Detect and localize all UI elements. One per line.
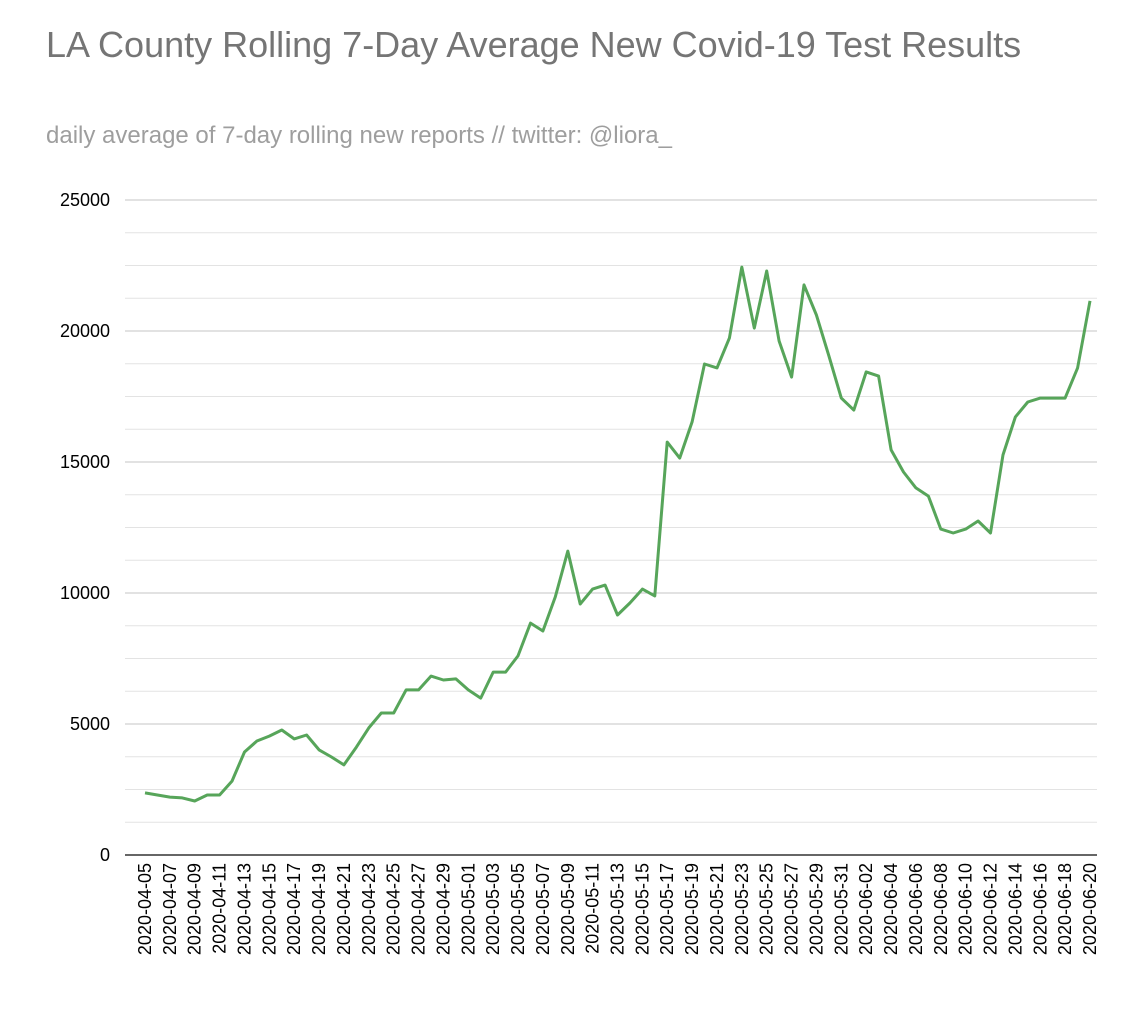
x-tick-label: 2020-06-12 (981, 863, 1001, 955)
x-tick-label: 2020-05-07 (533, 863, 553, 955)
data-line (144, 265, 1092, 803)
x-tick-label: 2020-04-09 (185, 863, 205, 955)
x-tick-label: 2020-05-21 (707, 863, 727, 955)
x-tick-label: 2020-05-09 (558, 863, 578, 955)
x-tick-label: 2020-05-13 (608, 863, 628, 955)
x-tick-label: 2020-05-03 (483, 863, 503, 955)
x-tick-label: 2020-04-13 (234, 863, 254, 955)
x-tick-label: 2020-05-11 (583, 863, 603, 954)
x-tick-label: 2020-04-05 (135, 863, 155, 955)
x-tick-label: 2020-05-27 (782, 863, 802, 955)
x-tick-label: 2020-04-27 (409, 863, 429, 955)
x-tick-label: 2020-05-31 (831, 863, 851, 955)
x-tick-label: 2020-04-29 (433, 863, 453, 955)
x-tick-label: 2020-04-23 (359, 863, 379, 955)
x-tick-label: 2020-04-07 (160, 863, 180, 955)
x-tick-label: 2020-05-25 (757, 863, 777, 955)
x-tick-label: 2020-04-25 (384, 863, 404, 955)
x-tick-label: 2020-05-29 (806, 863, 826, 955)
y-tick-label: 0 (100, 845, 110, 865)
y-tick-label: 15000 (60, 452, 110, 472)
x-tick-label: 2020-06-08 (931, 863, 951, 955)
y-tick-label: 10000 (60, 583, 110, 603)
x-tick-label: 2020-04-15 (259, 863, 279, 955)
x-tick-label: 2020-06-06 (906, 863, 926, 955)
x-tick-label: 2020-04-17 (284, 863, 304, 955)
x-tick-label: 2020-05-05 (508, 863, 528, 955)
y-tick-label: 20000 (60, 321, 110, 341)
x-tick-label: 2020-06-10 (956, 863, 976, 955)
x-tick-label: 2020-06-04 (881, 863, 901, 955)
chart-subtitle: daily average of 7-day rolling new repor… (46, 122, 672, 149)
x-tick-label: 2020-06-02 (856, 863, 876, 955)
y-tick-label: 25000 (60, 190, 110, 210)
x-tick-label: 2020-05-15 (632, 863, 652, 955)
x-tick-label: 2020-05-19 (682, 863, 702, 955)
x-tick-label: 2020-05-17 (657, 863, 677, 955)
x-tick-label: 2020-06-16 (1030, 863, 1050, 955)
x-tick-label: 2020-06-18 (1055, 863, 1075, 955)
x-tick-label: 2020-06-14 (1005, 863, 1025, 955)
x-tick-label: 2020-05-01 (458, 863, 478, 955)
chart-title: LA County Rolling 7-Day Average New Covi… (46, 24, 1022, 65)
x-tick-label: 2020-04-21 (334, 863, 354, 955)
x-tick-label: 2020-05-23 (732, 863, 752, 955)
x-tick-label: 2020-04-11 (210, 863, 230, 954)
x-tick-label: 2020-06-20 (1080, 863, 1100, 955)
y-tick-label: 5000 (70, 714, 110, 734)
x-tick-label: 2020-04-19 (309, 863, 329, 955)
